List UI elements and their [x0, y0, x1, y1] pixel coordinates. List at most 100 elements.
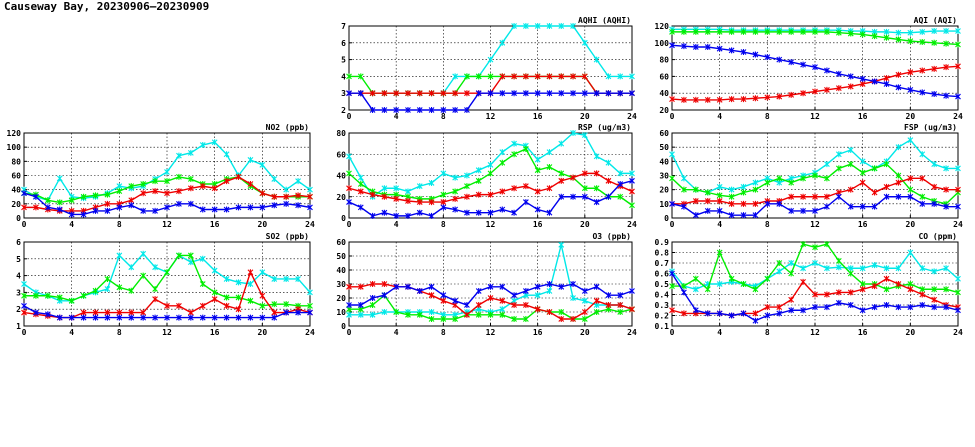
- data-point: [752, 95, 759, 102]
- data-point: [546, 90, 553, 97]
- data-point: [116, 252, 123, 259]
- data-point: [152, 314, 158, 321]
- data-point: [895, 193, 902, 200]
- x-tick-label: 12: [486, 112, 496, 121]
- data-point: [464, 193, 470, 200]
- data-point: [764, 200, 771, 207]
- data-point: [68, 211, 75, 218]
- data-point: [164, 302, 170, 309]
- data-point: [883, 193, 890, 200]
- data-point: [104, 200, 111, 207]
- data-point: [943, 64, 949, 71]
- data-point: [629, 177, 635, 184]
- y-tick-label: 3: [16, 288, 21, 297]
- data-point: [776, 260, 783, 266]
- data-point: [211, 289, 218, 296]
- x-tick-label: 0: [347, 220, 352, 229]
- data-point: [752, 179, 759, 186]
- data-point: [570, 130, 576, 136]
- data-point: [704, 96, 711, 103]
- data-point: [955, 41, 961, 48]
- data-point: [617, 73, 624, 80]
- data-point: [681, 43, 687, 50]
- data-point: [931, 183, 938, 190]
- data-point: [617, 181, 624, 187]
- data-point: [393, 195, 400, 202]
- x-tick-label: 4: [69, 220, 74, 229]
- data-point: [692, 307, 699, 314]
- data-point: [859, 307, 866, 314]
- data-point: [487, 311, 494, 318]
- data-point: [740, 183, 747, 190]
- data-point: [271, 309, 278, 316]
- data-point: [223, 275, 230, 282]
- y-tick-label: 120: [7, 129, 22, 138]
- data-point: [511, 316, 517, 322]
- data-point: [369, 212, 376, 219]
- data-point: [546, 309, 553, 315]
- data-point: [452, 174, 459, 181]
- y-tick-label: 20: [659, 186, 669, 195]
- data-point: [271, 176, 278, 183]
- x-tick-label: 8: [117, 220, 122, 229]
- data-point: [259, 269, 266, 276]
- data-point: [570, 174, 576, 181]
- data-point: [176, 188, 182, 195]
- data-point: [931, 286, 938, 293]
- data-point: [558, 73, 565, 80]
- data-point: [381, 309, 388, 315]
- data-point: [428, 90, 435, 97]
- data-point: [558, 193, 565, 200]
- data-point: [847, 265, 854, 272]
- data-point: [393, 283, 400, 290]
- data-point: [907, 38, 914, 45]
- data-point: [357, 90, 364, 97]
- data-point: [824, 86, 830, 93]
- data-point: [835, 70, 842, 77]
- data-point: [558, 309, 565, 315]
- y-tick-label: 60: [336, 238, 346, 247]
- x-tick-label: 8: [441, 220, 446, 229]
- data-point: [464, 302, 470, 308]
- data-point: [199, 281, 206, 287]
- data-point: [357, 73, 364, 80]
- data-point: [617, 90, 624, 97]
- data-point: [776, 268, 783, 275]
- data-point: [605, 292, 612, 299]
- data-point: [883, 161, 890, 168]
- y-tick-label: 50: [336, 252, 346, 261]
- data-point: [681, 175, 687, 182]
- data-point: [416, 311, 423, 318]
- data-point: [835, 299, 842, 306]
- data-point: [943, 186, 949, 193]
- data-point: [44, 292, 51, 299]
- data-point: [955, 28, 961, 35]
- data-point: [570, 73, 576, 80]
- data-point: [931, 304, 938, 311]
- data-point: [847, 289, 854, 296]
- data-point: [716, 183, 723, 190]
- data-point: [534, 23, 541, 29]
- data-point: [369, 90, 376, 97]
- data-point: [728, 193, 735, 200]
- data-point: [187, 314, 194, 321]
- data-point: [740, 49, 747, 56]
- data-point: [764, 54, 771, 61]
- data-point: [681, 186, 687, 193]
- data-point: [56, 175, 63, 182]
- data-point: [919, 89, 926, 96]
- data-point: [752, 51, 759, 58]
- y-tick-label: 7: [341, 22, 346, 31]
- data-point: [452, 90, 459, 97]
- y-tick-label: 3: [341, 89, 346, 98]
- data-point: [68, 297, 75, 304]
- y-tick-label: 40: [659, 89, 669, 98]
- data-point: [546, 281, 553, 287]
- data-point: [487, 90, 494, 97]
- data-point: [511, 302, 517, 308]
- data-point: [919, 193, 926, 200]
- data-point: [176, 152, 182, 159]
- data-point: [800, 28, 806, 35]
- y-tick-label: 0: [341, 214, 346, 223]
- data-point: [211, 296, 218, 303]
